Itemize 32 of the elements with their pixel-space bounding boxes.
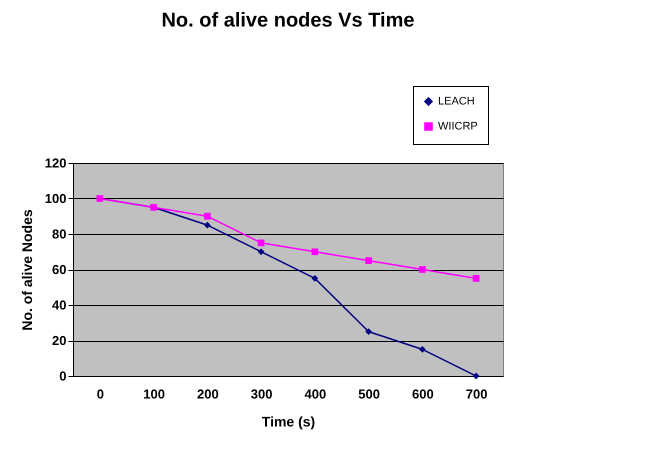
y-tick-label: 100 (44, 191, 66, 206)
y-tick-label: 20 (52, 333, 66, 348)
y-tick-label: 40 (52, 298, 66, 312)
y-tick-label: 80 (52, 226, 66, 242)
point (312, 275, 318, 282)
legend-label: WIICRP (438, 120, 478, 132)
x-tick-label: 400 (304, 386, 326, 402)
x-tick-label: 600 (412, 386, 434, 402)
point (472, 372, 480, 380)
x-tick-label: 300 (250, 386, 272, 402)
y-tick-label: 60 (52, 262, 66, 277)
point (419, 346, 426, 353)
x-tick-label: 0 (96, 386, 104, 402)
point (419, 266, 426, 273)
x-tick-label: 500 (358, 386, 380, 402)
y-tick-label: 120 (44, 156, 66, 170)
point (204, 212, 211, 220)
point (365, 328, 372, 335)
point (365, 257, 372, 264)
legend-label: LEACH (438, 96, 475, 108)
point (472, 275, 480, 282)
x-axis-title: Time (s) (262, 414, 316, 430)
chart-title: No. of alive nodes Vs Time (161, 10, 415, 32)
x-tick-label: 100 (143, 386, 165, 402)
y-tick-label: 0 (59, 368, 66, 384)
point (258, 248, 264, 256)
point (258, 240, 264, 246)
point (204, 222, 211, 228)
point (312, 248, 318, 256)
y-axis-title: No. of alive Nodes (18, 209, 35, 331)
x-tick-label: 200 (197, 386, 219, 402)
x-tick-label: 700 (466, 386, 488, 402)
